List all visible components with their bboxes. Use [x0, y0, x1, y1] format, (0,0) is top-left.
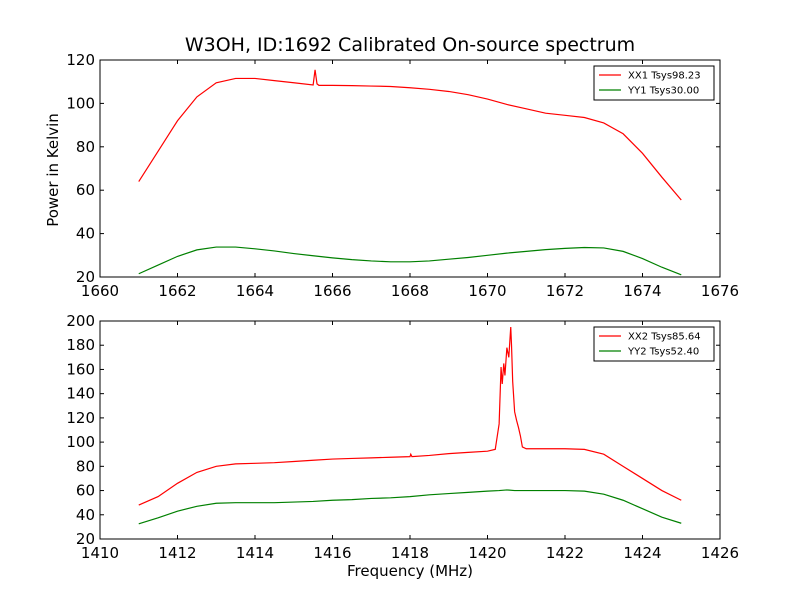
y-tick-label: 60: [76, 181, 95, 199]
x-tick-label: 1660: [81, 282, 119, 300]
x-tick-label: 1664: [236, 282, 274, 300]
legend-box: [593, 326, 715, 362]
x-tick-label: 1662: [158, 282, 196, 300]
y-tick-label: 180: [66, 336, 95, 354]
x-tick-label: 1672: [546, 282, 584, 300]
series-line-1: [138, 69, 682, 201]
y-tick-label: 20: [76, 268, 95, 286]
chart-title: W3OH, ID:1692 Calibrated On-source spect…: [184, 34, 636, 56]
series-line-2: [138, 489, 682, 525]
y-axis-label: Power in Kelvin: [44, 113, 62, 227]
x-tick-label: 1666: [313, 282, 351, 300]
x-tick-label: 1676: [701, 282, 739, 300]
y-tick-label: 100: [66, 433, 95, 451]
y-tick-label: 140: [66, 385, 95, 403]
legend-label: XX1 Tsys98.23: [628, 71, 701, 82]
legend: XX1 Tsys98.23 YY1 Tsys30.00: [593, 65, 715, 101]
legend-label: YY1 Tsys30.00: [627, 86, 699, 97]
y-tick-label: 40: [76, 225, 95, 243]
y-tick-label: 160: [66, 360, 95, 378]
x-tick-label: 1420: [468, 544, 506, 562]
legend-label: XX2 Tsys85.64: [628, 332, 701, 343]
y-tick-label: 80: [76, 138, 95, 156]
legend-label: YY2 Tsys52.40: [627, 347, 699, 358]
x-tick-label: 1670: [468, 282, 506, 300]
legend-box: [593, 65, 715, 101]
y-tick-label: 80: [76, 457, 95, 475]
series-line-2: [138, 246, 682, 276]
x-tick-label: 1412: [158, 544, 196, 562]
x-tick-label: 1418: [391, 544, 429, 562]
y-tick-label: 200: [66, 312, 95, 330]
x-tick-label: 1668: [391, 282, 429, 300]
y-tick-label: 20: [76, 530, 95, 548]
y-tick-label: 60: [76, 482, 95, 500]
legend: XX2 Tsys85.64 YY2 Tsys52.40: [593, 326, 715, 362]
y-tick-label: 120: [66, 51, 95, 69]
subplot-2: 1410 1412 1414 1416 1418 1420 1422 1424 1426 20 40…: [66, 312, 739, 562]
x-tick-label: 1414: [236, 544, 274, 562]
x-tick-label: 1410: [81, 544, 119, 562]
y-tick-label: 120: [66, 409, 95, 427]
x-axis-label: Frequency (MHz): [346, 562, 474, 580]
subplot-1: 1660 1662 1664 1666 1668 1670 1672 1674 1676 20 40…: [66, 51, 739, 300]
x-tick-label: 1424: [623, 544, 661, 562]
y-tick-label: 40: [76, 506, 95, 524]
x-tick-label: 1416: [313, 544, 351, 562]
x-tick-label: 1422: [546, 544, 584, 562]
series-line-1: [138, 327, 682, 506]
x-tick-label: 1426: [701, 544, 739, 562]
x-tick-label: 1674: [623, 282, 661, 300]
y-tick-label: 100: [66, 94, 95, 112]
